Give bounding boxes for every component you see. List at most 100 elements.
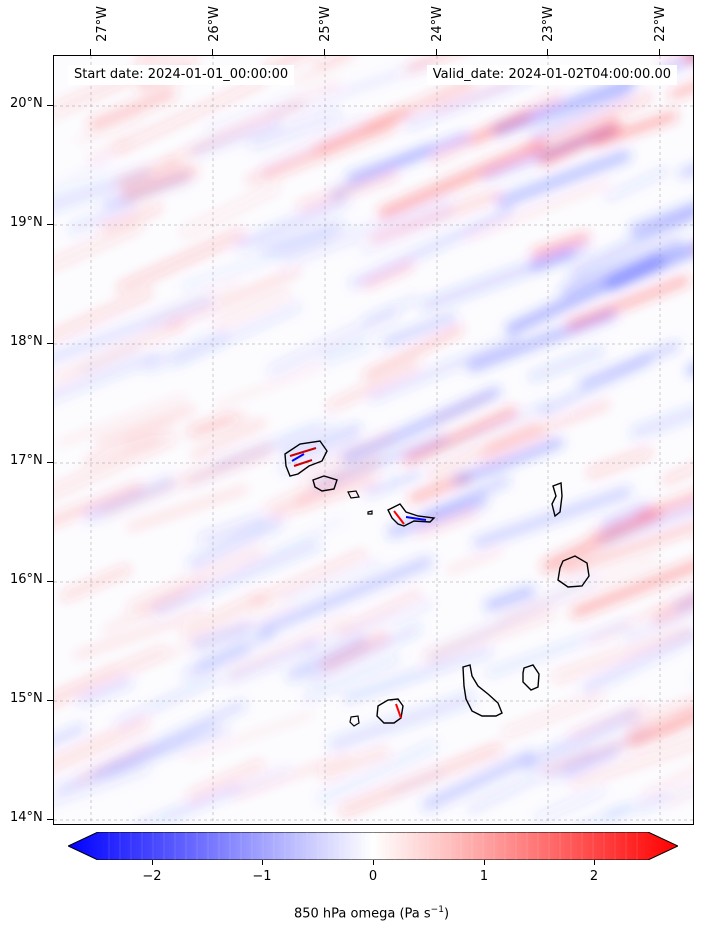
ascent-streak: [126, 545, 264, 614]
descent-streak: [54, 763, 151, 805]
descent-streak: [578, 343, 680, 386]
descent-streak: [605, 792, 671, 819]
island-maio: [522, 664, 540, 691]
descent-streak: [172, 304, 301, 366]
ascent-streak: [116, 156, 180, 189]
lon-label-24w: 24°W: [430, 6, 445, 42]
ascent-streak: [179, 183, 280, 238]
descent-streak: [386, 495, 488, 539]
ascent-streak: [54, 482, 144, 526]
lat-label-20n: 20°N: [10, 96, 43, 111]
ascent-streak: [260, 120, 397, 182]
ascent-streak: [54, 432, 178, 499]
descent-streak: [346, 133, 470, 181]
lat-label-16n: 16°N: [10, 572, 43, 587]
descent-streak: [235, 195, 350, 251]
ascent-streak: [184, 712, 314, 760]
descent-streak: [530, 89, 631, 140]
ascent-streak: [127, 486, 248, 531]
ascent-streak: [364, 326, 464, 378]
descent-streak: [257, 555, 434, 636]
lat-tick: [47, 224, 53, 225]
descent-streak: [54, 295, 214, 364]
island-sao-nicolau: [387, 503, 436, 527]
descent-streak: [496, 149, 632, 208]
ascent-streak: [497, 555, 659, 622]
ascent-streak: [250, 549, 367, 608]
descent-streak: [568, 209, 693, 280]
lat-tick: [47, 343, 53, 344]
lon-label-26w: 26°W: [207, 6, 222, 42]
descent-streak: [68, 200, 136, 235]
ascent-streak: [185, 412, 236, 438]
ascent-streak: [214, 290, 291, 330]
ascent-streak: [336, 590, 422, 636]
ascent-streak: [292, 56, 355, 86]
descent-streak: [562, 745, 620, 779]
descent-streak: [391, 769, 446, 795]
start-date-label: Start date: 2024-01-01_00:00:00: [68, 65, 295, 85]
island-brava: [349, 715, 360, 727]
descent-streak: [187, 516, 284, 571]
colorbar-tick: [262, 860, 263, 865]
ascent-streak: [568, 703, 648, 739]
ascent-streak: [464, 180, 609, 240]
ascent-streak: [96, 406, 195, 447]
colorbar-title: 850 hPa omega (Pa s−1): [293, 905, 450, 922]
lon-tick: [436, 49, 437, 55]
ascent-streak: [262, 467, 347, 511]
descent-streak: [259, 115, 366, 172]
ascent-streak: [484, 400, 611, 453]
ascent-streak: [296, 170, 399, 212]
descent-streak: [540, 357, 652, 415]
descent-streak: [164, 767, 290, 823]
descent-streak: [316, 739, 439, 805]
ascent-streak: [406, 56, 448, 72]
ascent-streak: [300, 430, 396, 482]
lon-tick: [659, 49, 660, 55]
ascent-streak: [319, 746, 390, 780]
ascent-streak: [586, 447, 653, 478]
ascent-streak: [501, 690, 605, 739]
descent-streak: [421, 477, 510, 521]
ascent-streak: [629, 717, 693, 749]
descent-streak: [286, 635, 368, 681]
omega-streaks: [54, 56, 693, 824]
ascent-streak: [140, 590, 189, 619]
ascent-streak: [164, 600, 294, 658]
lon-label-23w: 23°W: [541, 6, 556, 42]
ascent-streak: [263, 56, 308, 75]
island-sao-vicente: [312, 475, 338, 492]
ascent-streak: [117, 228, 246, 293]
ascent-streak: [661, 465, 693, 484]
descent-streak: [622, 606, 693, 643]
descent-streak: [283, 560, 380, 602]
ascent-streak: [54, 645, 169, 707]
descent-streak: [581, 628, 693, 694]
descent-streak: [77, 676, 133, 706]
descent-streak: [481, 127, 616, 180]
descent-streak: [205, 95, 301, 133]
island-santiago: [462, 664, 503, 717]
ascent-streak: [478, 427, 549, 465]
descent-streak: [191, 119, 282, 156]
descent-streak: [320, 338, 372, 366]
ascent-streak: [566, 275, 690, 330]
ascent-streak: [524, 92, 653, 154]
colorbar-label-1: 1: [479, 869, 489, 884]
ascent-streak: [231, 752, 352, 799]
ascent-streak: [54, 717, 150, 771]
colorbar-tick: [373, 860, 374, 865]
descent-streak: [604, 167, 669, 201]
ascent-streak: [74, 117, 142, 144]
descent-streak: [422, 750, 536, 811]
lat-label-19n: 19°N: [10, 215, 43, 230]
descent-streak: [687, 365, 693, 376]
descent-streak: [54, 724, 86, 745]
descent-streak: [361, 212, 455, 254]
lat-label-14n: 14°N: [10, 810, 43, 825]
lat-tick: [47, 700, 53, 701]
descent-streak: [349, 207, 514, 288]
descent-streak: [600, 501, 651, 530]
descent-streak: [114, 674, 221, 727]
